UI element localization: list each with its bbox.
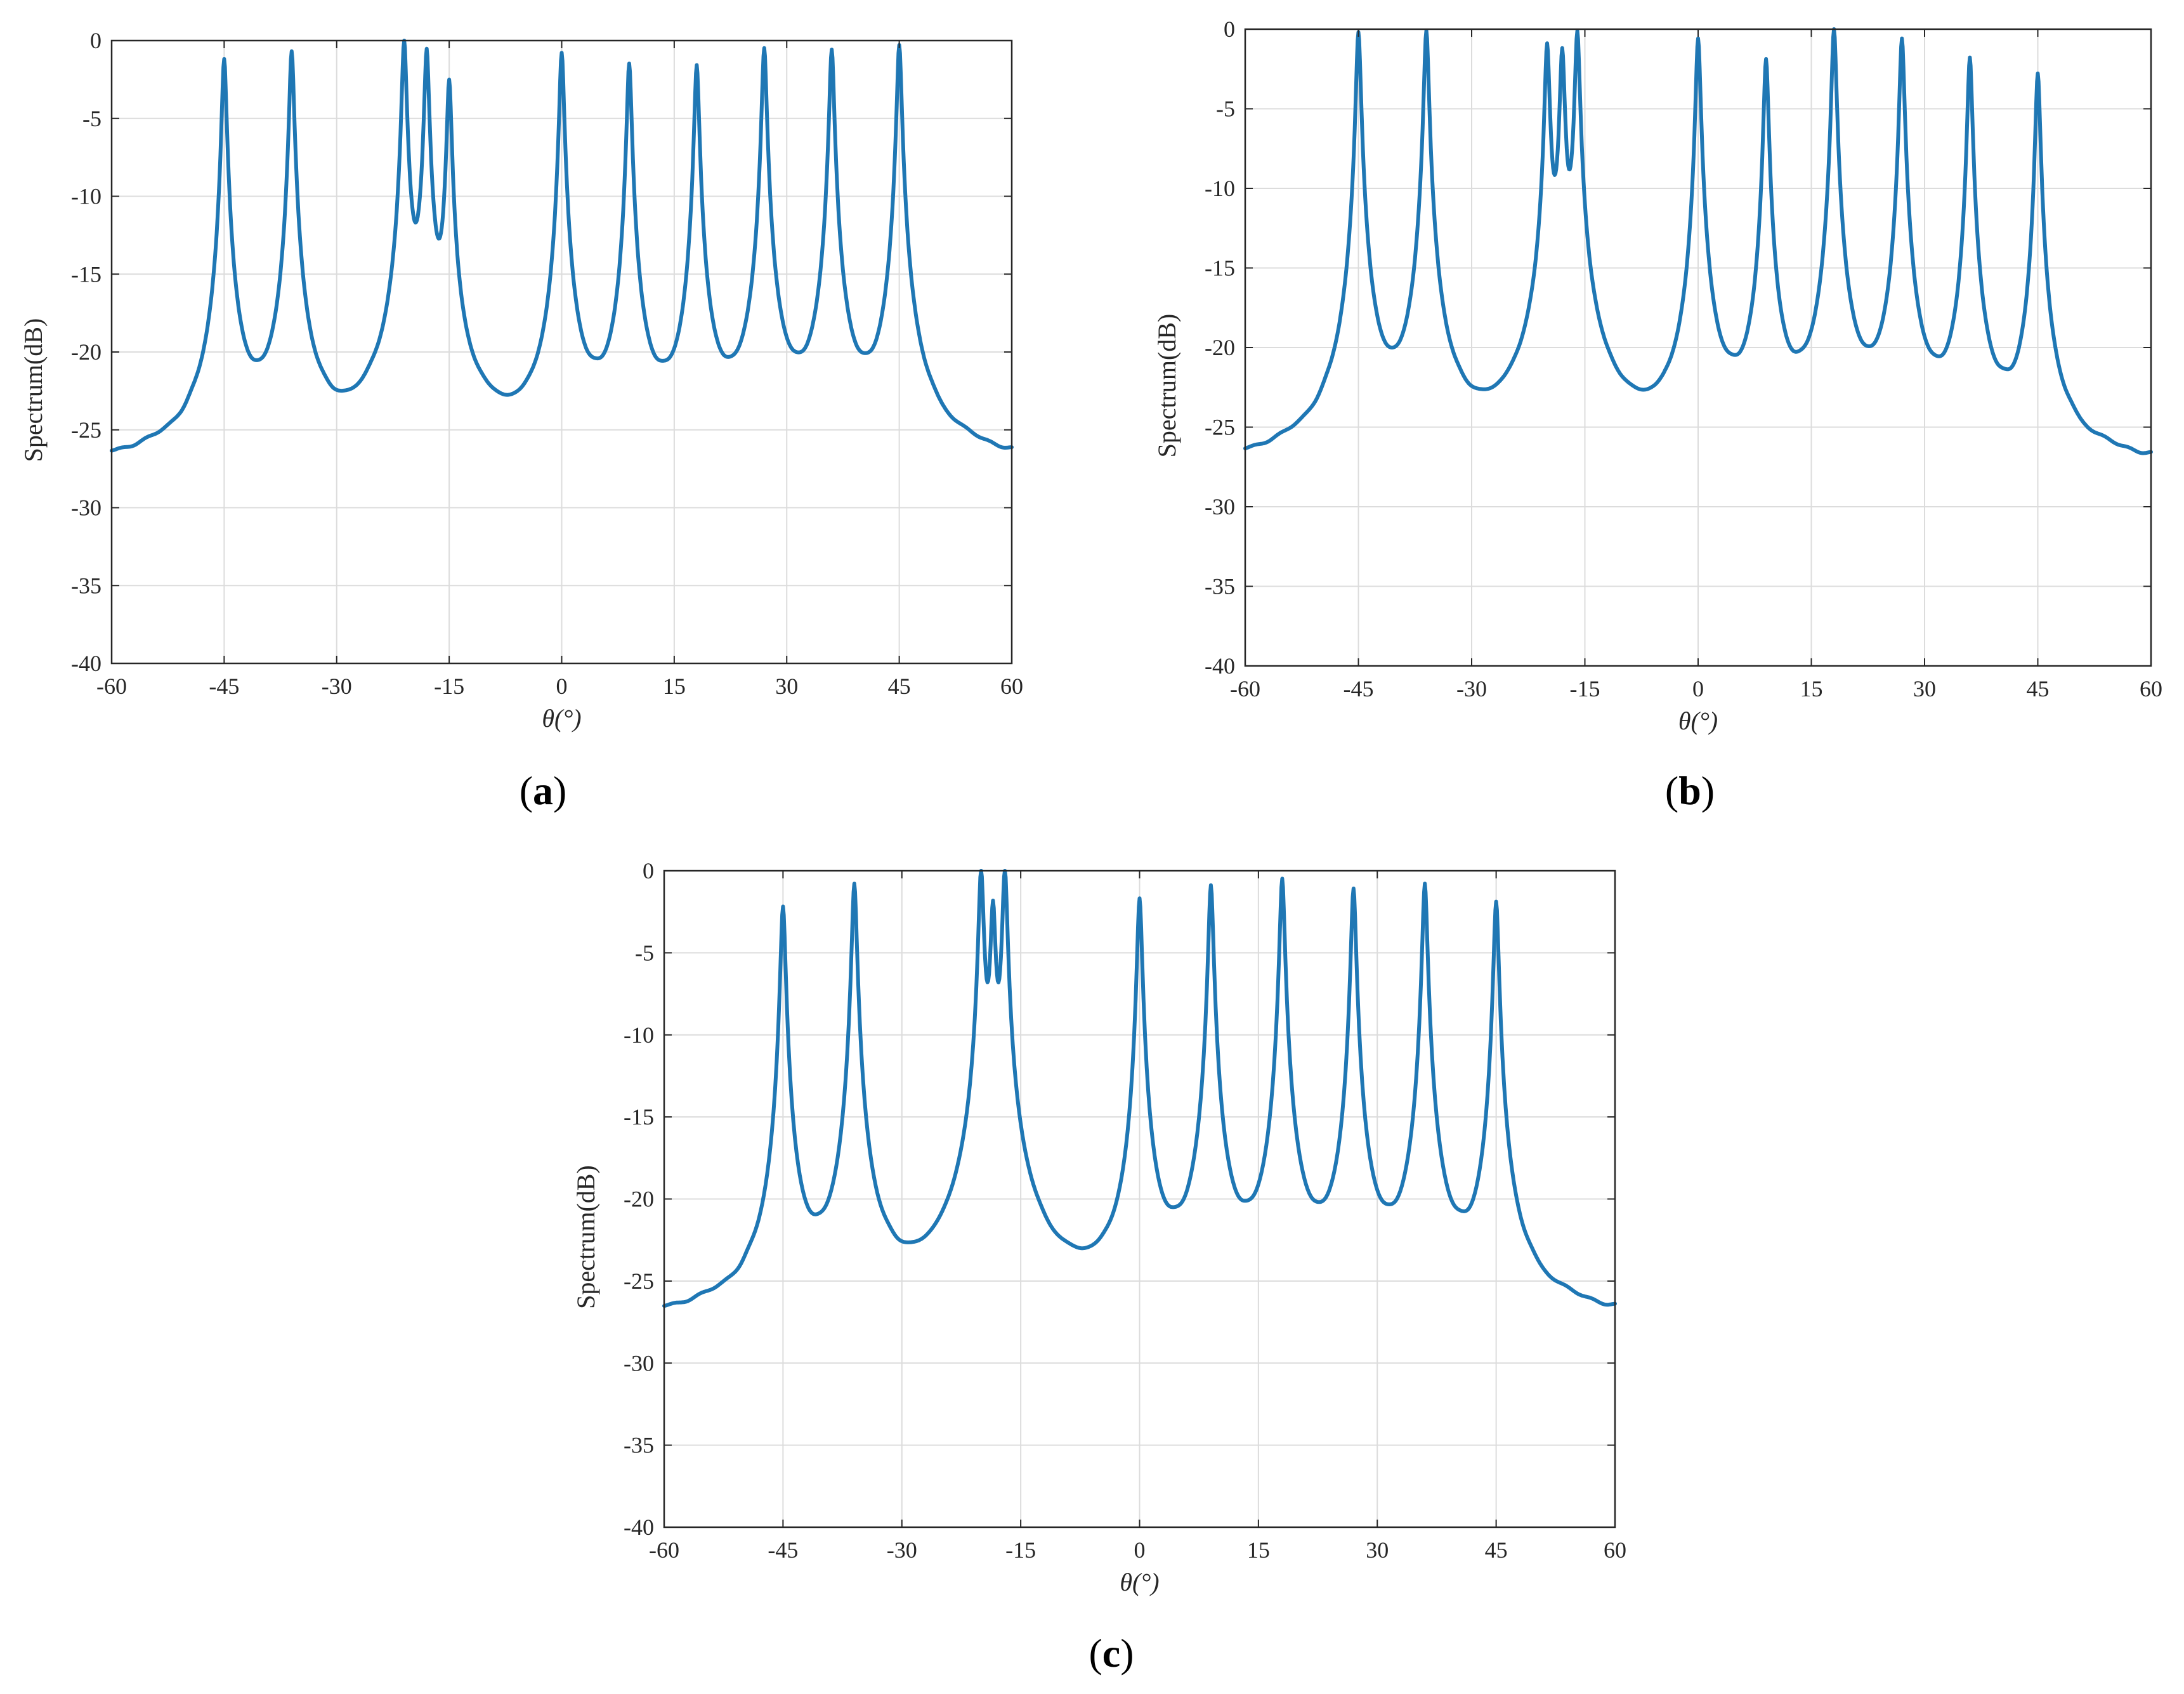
x-tick-label: 30 — [775, 674, 798, 699]
y-tick-label: 0 — [1224, 16, 1235, 42]
y-tick-label: -30 — [624, 1350, 654, 1376]
x-tick-label: -45 — [209, 674, 239, 699]
y-axis-label: Spectrum(dB) — [19, 318, 48, 462]
y-tick-label: -5 — [82, 106, 101, 131]
x-tick-label: 0 — [1692, 676, 1704, 701]
x-axis-label: θ(°) — [1678, 707, 1718, 735]
y-tick-label: -20 — [624, 1187, 654, 1212]
y-tick-label: -15 — [624, 1104, 654, 1130]
x-tick-label: 0 — [556, 674, 568, 699]
y-axis-label: Spectrum(dB) — [1153, 314, 1181, 458]
x-tick-label: -15 — [1005, 1537, 1036, 1563]
y-tick-label: -30 — [71, 495, 101, 521]
x-tick-label: 15 — [663, 674, 686, 699]
x-tick-label: -30 — [1456, 676, 1487, 701]
y-tick-label: -10 — [624, 1022, 654, 1048]
y-tick-label: -20 — [1205, 335, 1235, 360]
x-tick-label: 60 — [2140, 676, 2162, 701]
y-tick-label: -25 — [1205, 415, 1235, 440]
x-tick-label: 60 — [1604, 1537, 1626, 1563]
chart-panel-a: -60 -45 -30 -15 0 15 30 45 60 0 -5 -10 -15 -20 -25 -30 -… — [19, 28, 1023, 813]
x-axis-label: θ(°) — [542, 704, 581, 733]
x-tick-label: -60 — [1230, 676, 1260, 701]
panel-caption: (a) — [520, 768, 567, 813]
x-tick-label: -15 — [1570, 676, 1600, 701]
x-tick-label: 45 — [2027, 676, 2050, 701]
y-tick-label: -20 — [71, 339, 101, 365]
y-tick-label: -40 — [1205, 653, 1235, 679]
x-tick-label: -60 — [649, 1537, 679, 1563]
x-tick-label: -30 — [322, 674, 352, 699]
y-tick-label: -15 — [1205, 256, 1235, 281]
x-tick-label: 15 — [1800, 676, 1823, 701]
y-tick-label: -35 — [1205, 574, 1235, 599]
x-tick-label: 0 — [1134, 1537, 1146, 1563]
x-tick-label: 15 — [1247, 1537, 1270, 1563]
chart-panel-c: -60 -45 -30 -15 0 15 30 45 60 0 -5 -10 -15 -20 -25 -30 -… — [572, 858, 1626, 1676]
y-tick-label: -5 — [635, 940, 654, 965]
x-tick-label: 45 — [888, 674, 911, 699]
x-tick-label: 60 — [1000, 674, 1023, 699]
y-tick-label: -15 — [71, 261, 101, 287]
y-axis-label: Spectrum(dB) — [572, 1165, 600, 1309]
x-tick-label: -45 — [1344, 676, 1374, 701]
x-tick-label: 45 — [1485, 1537, 1508, 1563]
spectrum-line — [1243, 27, 2153, 455]
y-tick-label: -30 — [1205, 494, 1235, 519]
x-tick-label: -15 — [434, 674, 464, 699]
x-tick-label: 30 — [1366, 1537, 1389, 1563]
y-tick-label: -10 — [1205, 176, 1235, 201]
x-axis-label: θ(°) — [1120, 1568, 1159, 1596]
chart-panel-b: -60 -45 -30 -15 0 15 30 45 60 0 -5 -10 -15 -20 -25 -30 -… — [1153, 16, 2162, 813]
spectrum-line — [662, 869, 1617, 1308]
x-tick-label: 30 — [1913, 676, 1936, 701]
x-tick-label: -45 — [768, 1537, 798, 1563]
panel-caption: (c) — [1089, 1631, 1134, 1676]
y-tick-label: 0 — [643, 858, 654, 883]
y-tick-label: -35 — [71, 573, 101, 598]
x-tick-label: -60 — [96, 674, 127, 699]
y-tick-label: -25 — [71, 417, 101, 443]
y-tick-label: 0 — [90, 28, 101, 53]
y-tick-label: -40 — [71, 651, 101, 676]
y-tick-label: -10 — [71, 184, 101, 209]
panel-caption: (b) — [1665, 768, 1715, 813]
y-tick-label: -5 — [1216, 96, 1235, 122]
y-tick-label: -40 — [624, 1515, 654, 1540]
x-tick-label: -30 — [887, 1537, 917, 1563]
y-tick-label: -35 — [624, 1433, 654, 1458]
spectrum-line — [110, 39, 1014, 453]
y-tick-label: -25 — [624, 1268, 654, 1294]
